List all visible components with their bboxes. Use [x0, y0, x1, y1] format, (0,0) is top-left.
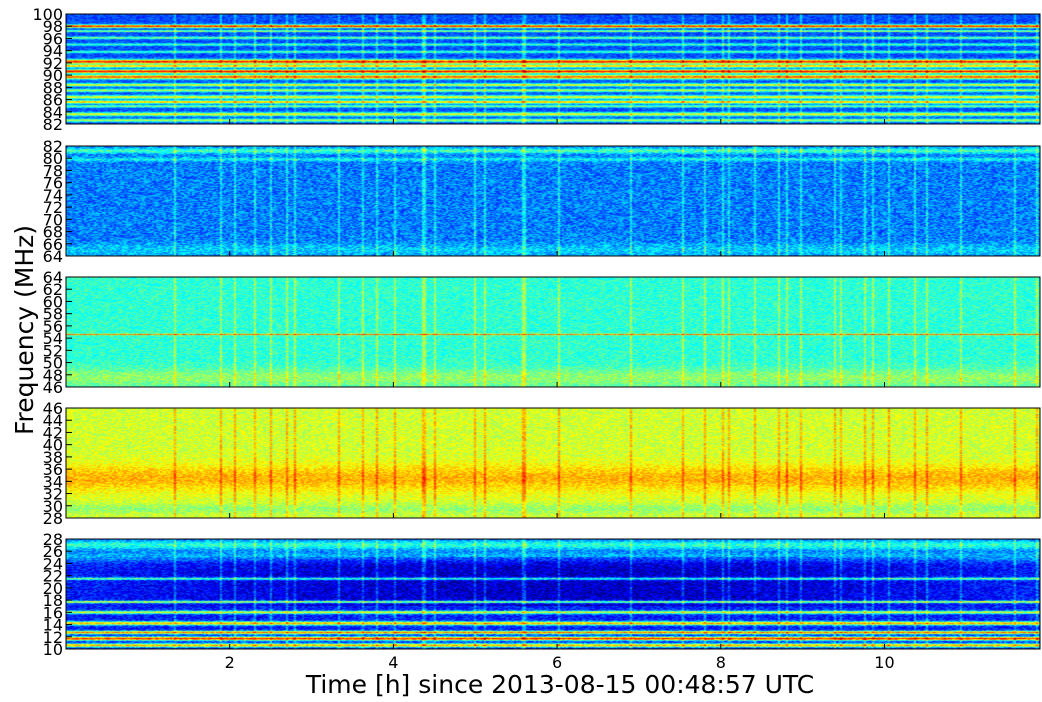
panel-2-ytick-label: 64 — [43, 247, 63, 266]
panel-3-frame — [65, 276, 1041, 388]
panel-5-ytick-label: 10 — [43, 640, 63, 659]
panel-4-ytick-label: 32 — [43, 485, 63, 504]
panel-2-ytick-label: 74 — [43, 186, 63, 205]
panel-5-ytick-label: 14 — [43, 616, 63, 635]
xtick-label: 4 — [388, 653, 398, 672]
panel-4-ytick-label: 36 — [43, 460, 63, 479]
panel-1-ytick-label: 96 — [43, 29, 63, 48]
panel-4-ytick-label: 42 — [43, 423, 63, 442]
panel-4-frame — [65, 407, 1041, 519]
xtick-label: 6 — [552, 653, 562, 672]
panel-3-ytick-label: 50 — [43, 354, 63, 373]
xtick-label: 2 — [225, 653, 235, 672]
panel-5-ytick-label: 24 — [43, 554, 63, 573]
spectrogram-panel-3-image — [66, 277, 1040, 387]
panel-3-ytick-label: 54 — [43, 329, 63, 348]
panel-3-ytick-label: 60 — [43, 292, 63, 311]
panel-5-ytick-label: 12 — [43, 628, 63, 647]
panel-4-ytick-label: 44 — [43, 411, 63, 430]
panel-4-ytick-label: 40 — [43, 436, 63, 455]
panel-2-ytick-label: 70 — [43, 210, 63, 229]
panel-1-ytick-label: 84 — [43, 103, 63, 122]
panel-3-ytick-label: 56 — [43, 317, 63, 336]
panel-2-ytick-label: 80 — [43, 149, 63, 168]
spectrogram-panel-2-image — [66, 146, 1040, 256]
xtick-label: 10 — [874, 653, 894, 672]
panel-3-ytick-label: 62 — [43, 280, 63, 299]
panel-1-ytick-label: 92 — [43, 54, 63, 73]
panel-1-ytick-label: 88 — [43, 78, 63, 97]
y-axis-label: Frequency (MHz) — [10, 225, 39, 435]
panel-5-frame — [65, 538, 1041, 650]
panel-3-ytick-label: 58 — [43, 305, 63, 324]
panel-1-ytick-label: 100 — [32, 5, 63, 24]
spectrogram-panel-1-image — [66, 14, 1040, 124]
panel-1-ytick-label: 94 — [43, 42, 63, 61]
panel-3-ytick-label: 46 — [43, 378, 63, 397]
panel-1-ytick-label: 82 — [43, 115, 63, 134]
panel-2-ytick-label: 68 — [43, 223, 63, 242]
panel-1-ytick-label: 86 — [43, 91, 63, 110]
xtick-label: 8 — [716, 653, 726, 672]
x-axis-label: Time [h] since 2013-08-15 00:48:57 UTC — [305, 670, 814, 698]
panel-2-frame — [65, 145, 1041, 257]
spectrogram-panel-4-image — [66, 408, 1040, 518]
panel-5-ytick-label: 16 — [43, 603, 63, 622]
panel-3-ytick-label: 48 — [43, 366, 63, 385]
panel-2-ytick-label: 76 — [43, 174, 63, 193]
panel-2-ytick-label: 82 — [43, 137, 63, 156]
panel-2-ytick-label: 78 — [43, 161, 63, 180]
panel-4-ytick-label: 38 — [43, 448, 63, 467]
panel-1-ytick-label: 90 — [43, 66, 63, 85]
panel-5-ytick-label: 28 — [43, 530, 63, 549]
panel-4-ytick-label: 28 — [43, 509, 63, 528]
panel-4-ytick-label: 30 — [43, 497, 63, 516]
panel-3-ytick-label: 52 — [43, 341, 63, 360]
panel-2-ytick-label: 72 — [43, 198, 63, 217]
panel-5-ytick-label: 20 — [43, 579, 63, 598]
panel-4-ytick-label: 46 — [43, 399, 63, 418]
panel-3-ytick-label: 64 — [43, 268, 63, 287]
panel-5-ytick-label: 26 — [43, 542, 63, 561]
panel-5-ytick-label: 18 — [43, 591, 63, 610]
panel-1-frame — [65, 13, 1041, 125]
spectrogram-panel-5-image — [66, 539, 1040, 649]
panel-5-ytick-label: 22 — [43, 567, 63, 586]
panel-2-ytick-label: 66 — [43, 235, 63, 254]
panel-1-ytick-label: 98 — [43, 17, 63, 36]
panel-4-ytick-label: 34 — [43, 472, 63, 491]
